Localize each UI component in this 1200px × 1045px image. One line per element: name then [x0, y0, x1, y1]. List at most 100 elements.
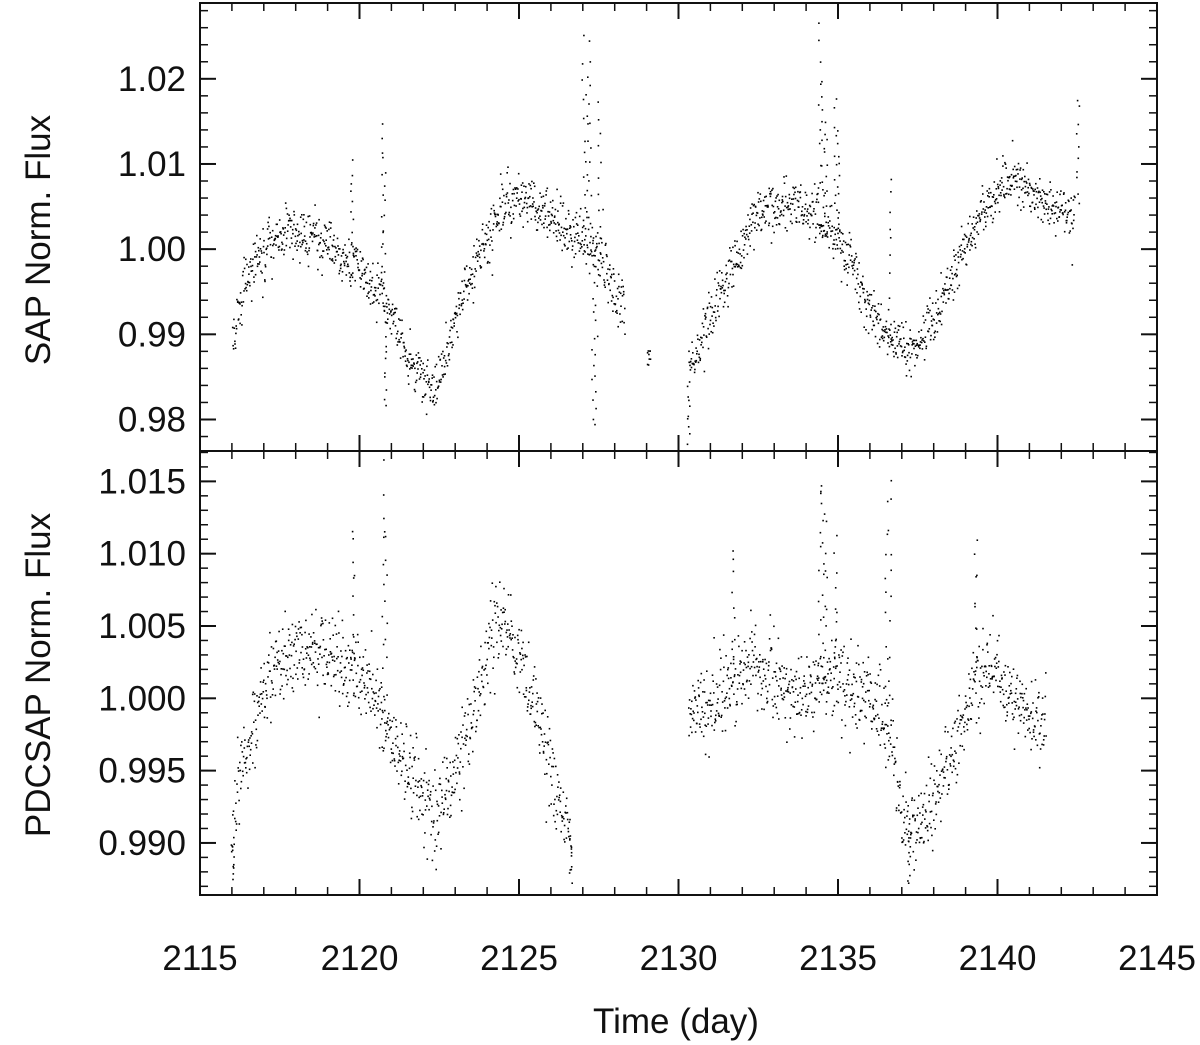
flux-point — [233, 843, 235, 846]
flux-point — [973, 226, 976, 228]
flux-point — [501, 183, 503, 186]
flux-point — [759, 676, 761, 679]
flux-point — [345, 695, 348, 698]
flux-point — [439, 381, 442, 383]
flux-point — [366, 282, 369, 284]
flux-point — [840, 231, 843, 234]
flux-point — [418, 796, 420, 799]
flux-point — [793, 187, 796, 190]
flux-point — [885, 328, 888, 330]
flux-point — [845, 243, 848, 246]
flux-point — [474, 256, 477, 259]
flux-point — [910, 338, 912, 340]
flux-point — [852, 264, 855, 266]
flux-point — [557, 229, 560, 232]
flux-point — [792, 198, 795, 200]
sap-y-tick-label: 1.02 — [118, 60, 186, 99]
outlier-point — [380, 686, 383, 688]
flux-point — [699, 357, 702, 360]
flux-point — [847, 674, 850, 676]
flux-point — [920, 341, 923, 344]
flux-point — [873, 309, 876, 312]
flux-point — [350, 669, 353, 671]
outlier-point — [570, 855, 573, 857]
flux-point — [370, 710, 372, 712]
flux-point — [1073, 195, 1076, 198]
flux-point — [331, 260, 334, 262]
flux-point — [467, 280, 470, 282]
flux-point — [441, 365, 443, 367]
flux-point — [780, 210, 782, 212]
flux-point — [243, 267, 246, 270]
flux-point — [553, 216, 556, 218]
flux-point — [439, 777, 441, 780]
flux-point — [826, 233, 828, 235]
outlier-point — [570, 868, 573, 871]
flux-point — [284, 202, 287, 204]
flux-point — [696, 722, 698, 725]
flux-point — [236, 736, 239, 739]
outlier-point — [823, 656, 825, 659]
flux-point — [513, 204, 516, 207]
flux-point — [690, 708, 692, 710]
flux-point — [526, 710, 529, 712]
flux-point — [235, 325, 237, 327]
flux-point — [878, 734, 880, 736]
flux-point — [237, 770, 240, 772]
flux-point — [1006, 187, 1008, 190]
flux-point — [429, 396, 431, 399]
flux-point — [960, 244, 963, 246]
flux-point — [905, 375, 908, 377]
flux-point — [469, 736, 471, 739]
flux-point — [991, 678, 993, 680]
flux-point — [747, 661, 750, 664]
flux-point — [318, 218, 320, 221]
flux-point — [889, 743, 892, 745]
flux-point — [985, 685, 987, 687]
flux-point — [305, 247, 307, 249]
flux-point — [735, 264, 737, 266]
flux-point — [474, 700, 476, 702]
flux-point — [800, 709, 803, 711]
flux-point — [515, 197, 518, 199]
flux-point — [255, 744, 257, 746]
outlier-point — [350, 190, 352, 192]
flux-point — [399, 755, 401, 757]
outlier-point — [382, 230, 385, 232]
flux-point — [798, 711, 801, 714]
flux-point — [785, 175, 788, 177]
flux-point — [393, 312, 395, 314]
flux-point — [297, 234, 299, 237]
flux-point — [264, 279, 266, 281]
flux-point — [768, 187, 770, 190]
flux-point — [278, 663, 280, 665]
flux-point — [878, 717, 880, 719]
outlier-point — [592, 399, 594, 401]
outlier-point — [976, 574, 978, 577]
flux-point — [949, 763, 951, 765]
flux-point — [306, 253, 309, 256]
flux-point — [776, 695, 779, 697]
outlier-point — [350, 183, 353, 185]
flux-point — [410, 358, 413, 361]
flux-point — [903, 349, 905, 352]
flux-point — [780, 689, 782, 691]
flux-point — [746, 229, 748, 231]
flux-point — [805, 715, 807, 717]
flux-point — [881, 723, 884, 725]
flux-point — [763, 708, 765, 711]
flux-point — [798, 677, 800, 680]
flux-point — [241, 770, 244, 773]
flux-point — [801, 697, 804, 700]
outlier-point — [889, 620, 891, 622]
flux-point — [449, 329, 451, 332]
flux-point — [312, 632, 315, 634]
flux-point — [770, 647, 773, 649]
flux-point — [1030, 210, 1032, 213]
flux-point — [1011, 184, 1013, 187]
flux-point — [256, 695, 258, 697]
flux-point — [510, 638, 512, 641]
flux-point — [689, 369, 692, 371]
flux-point — [838, 681, 841, 683]
flux-point — [239, 303, 241, 305]
